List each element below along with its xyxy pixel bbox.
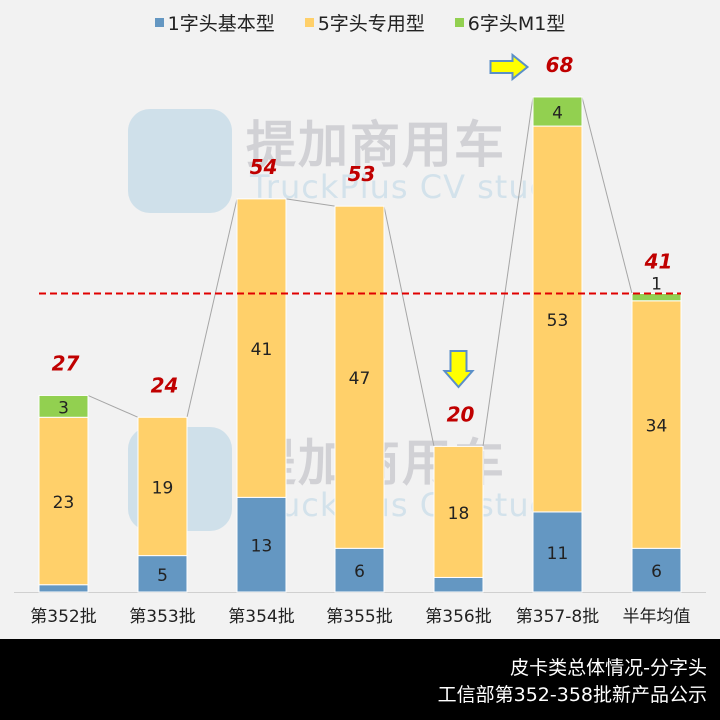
segment-value-label: 1 xyxy=(651,275,662,295)
segment-value-label: 53 xyxy=(547,311,569,331)
bar-segment[interactable] xyxy=(334,205,385,549)
segment-value-label: 5 xyxy=(157,566,168,586)
total-value-label: 54 xyxy=(250,155,278,179)
connector-line xyxy=(186,198,238,418)
legend-item-m1[interactable]: 6字头M1型 xyxy=(454,8,566,36)
total-value-label: 68 xyxy=(546,53,574,77)
bar-segment[interactable] xyxy=(38,584,89,593)
segment-value-label: 47 xyxy=(349,369,371,389)
bar-segment[interactable] xyxy=(631,300,682,549)
bar-segment[interactable] xyxy=(433,445,484,578)
arrow-down-icon xyxy=(442,350,475,389)
segment-value-label: 19 xyxy=(152,478,174,498)
legend-swatch-special xyxy=(304,17,314,27)
bar-segment[interactable] xyxy=(38,394,89,418)
bar-segment[interactable] xyxy=(38,416,89,586)
legend-label-special: 5字头专用型 xyxy=(317,12,425,35)
bar-segment[interactable] xyxy=(631,547,682,593)
segment-value-label: 18 xyxy=(448,504,470,524)
total-value-label: 20 xyxy=(447,402,475,426)
legend-label-m1: 6字头M1型 xyxy=(467,12,566,35)
connector-line xyxy=(285,198,336,207)
chart-legend: 1字头基本型 5字头专用型 6字头M1型 xyxy=(0,8,720,36)
bar-segment[interactable] xyxy=(236,496,287,593)
segment-value-label: 4 xyxy=(552,104,563,124)
footer-banner: 皮卡类总体情况-分字头 工信部第352-358批新产品公示 xyxy=(0,639,720,720)
category-label: 第354批 xyxy=(228,607,294,627)
footer-subtitle: 工信部第352-358批新产品公示 xyxy=(437,684,707,706)
category-label: 第353批 xyxy=(129,607,195,627)
legend-swatch-m1 xyxy=(454,17,464,27)
footer-title: 皮卡类总体情况-分字头 xyxy=(510,657,707,679)
segment-value-label: 13 xyxy=(251,537,273,557)
segment-value-label: 34 xyxy=(646,417,668,437)
segment-value-label: 11 xyxy=(547,544,569,564)
total-value-label: 53 xyxy=(348,162,376,186)
legend-item-basic[interactable]: 1字头基本型 xyxy=(154,8,275,36)
bar-segment[interactable] xyxy=(433,576,484,593)
total-value-label: 41 xyxy=(644,250,673,274)
total-value-label: 24 xyxy=(151,373,179,397)
connector-line xyxy=(482,96,534,447)
stacked-bar-chart: 1 23 3 27 第352批 5 19 24 第353批 13 41 54 第354批 6 47 53 第35… xyxy=(14,52,706,627)
segment-value-label: 6 xyxy=(651,562,662,582)
category-label: 半年均值 xyxy=(623,607,691,627)
segment-value-label: 41 xyxy=(251,340,273,360)
category-label: 第355批 xyxy=(326,607,392,627)
category-label: 第356批 xyxy=(425,607,491,627)
bar-segment[interactable] xyxy=(137,416,188,557)
legend-item-special[interactable]: 5字头专用型 xyxy=(304,8,425,36)
bar-segment[interactable] xyxy=(236,198,287,498)
connector-line xyxy=(581,96,633,294)
bar-segment[interactable] xyxy=(631,293,682,302)
bar-segment[interactable] xyxy=(532,96,583,127)
bar-segment[interactable] xyxy=(532,125,583,513)
segment-value-label: 6 xyxy=(354,562,365,582)
segment-value-label: 3 xyxy=(58,398,69,418)
total-value-label: 27 xyxy=(52,351,80,375)
connector-line xyxy=(383,206,435,447)
arrow-right-icon xyxy=(489,52,530,82)
connector-line xyxy=(87,394,139,418)
bar-segment[interactable] xyxy=(532,511,583,593)
category-label: 第352批 xyxy=(30,607,96,627)
legend-swatch-basic xyxy=(154,17,164,27)
category-label: 第357-8批 xyxy=(516,607,599,627)
bar-segment[interactable] xyxy=(334,547,385,593)
segment-value-label: 23 xyxy=(53,493,75,513)
legend-label-basic: 1字头基本型 xyxy=(167,12,275,35)
